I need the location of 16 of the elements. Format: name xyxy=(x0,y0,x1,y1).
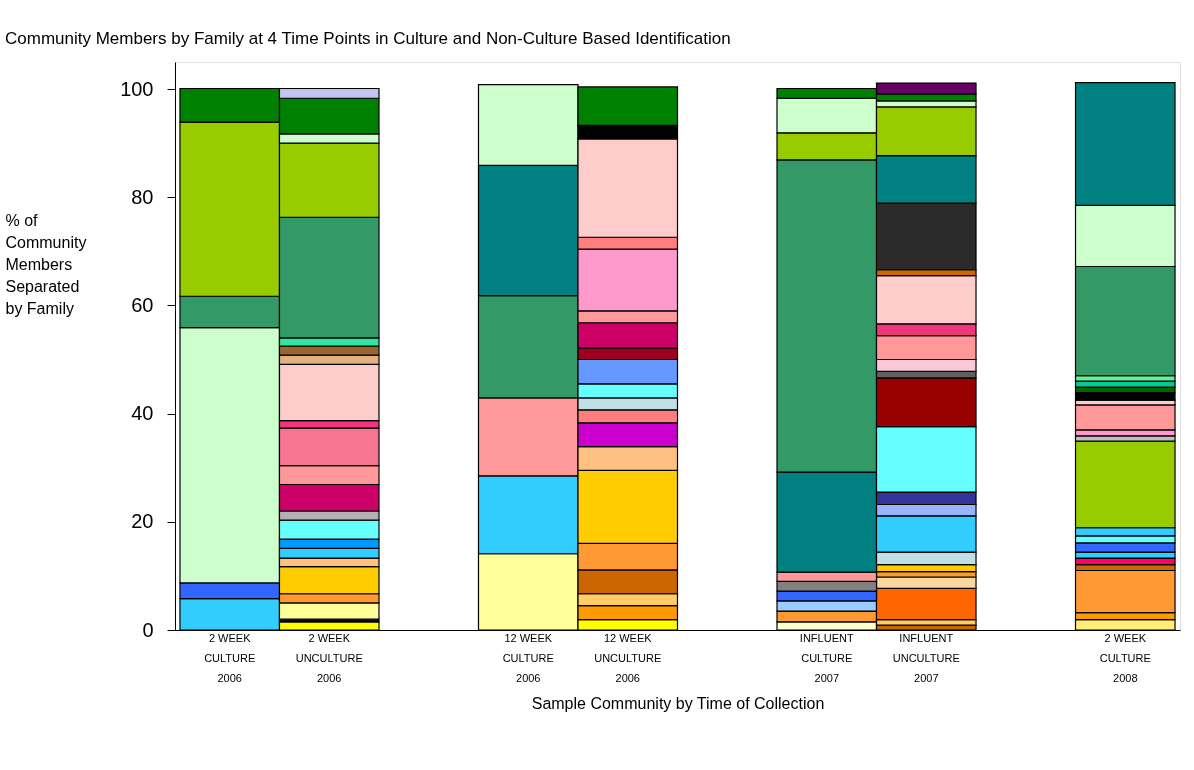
y-tick-label: 80 xyxy=(131,185,154,208)
y-axis-title: % of Community Members Separated by Family xyxy=(5,211,87,317)
y-tick-label: 0 xyxy=(142,618,154,641)
x-tick-label: 2 WEEK UNCULTURE 2006 xyxy=(295,631,363,684)
x-tick-label: INFLUENT CULTURE 2007 xyxy=(799,631,854,684)
x-tick-label: 2 WEEK CULTURE 2008 xyxy=(1099,631,1151,684)
y-tick-label: 100 xyxy=(120,77,154,100)
y-tick-label: 60 xyxy=(131,293,154,316)
x-tick-label: 12 WEEK UNCULTURE 2006 xyxy=(594,631,662,684)
x-axis-title: Sample Community by Time of Collection xyxy=(531,694,825,712)
y-tick-label: 40 xyxy=(131,402,154,425)
chart-title: Community Members by Family at 4 Time Points in Culture and Non-Culture Based Identification xyxy=(5,29,731,48)
x-tick-label: INFLUENT UNCULTURE 2007 xyxy=(892,631,960,684)
y-tick-label: 20 xyxy=(131,510,154,533)
x-tick-label: 12 WEEK CULTURE 2006 xyxy=(502,631,554,684)
x-tick-label: 2 WEEK CULTURE 2006 xyxy=(204,631,256,684)
